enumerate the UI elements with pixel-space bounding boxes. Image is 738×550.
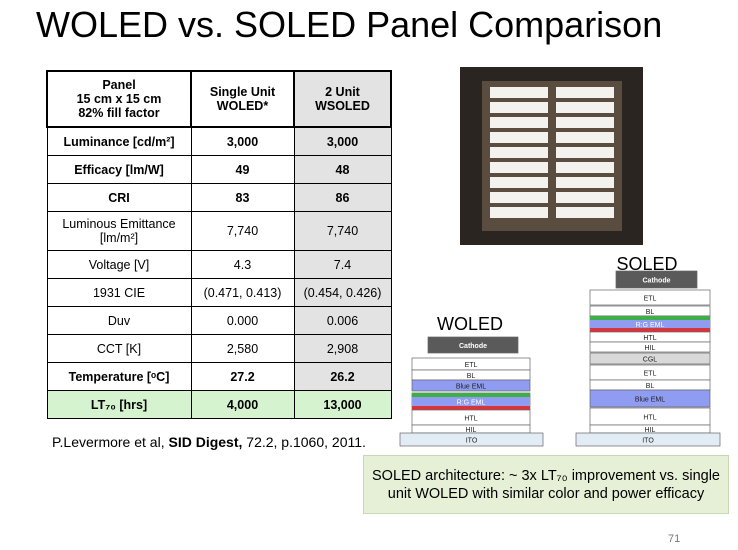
cell: 26.2 bbox=[293, 362, 392, 391]
cell: Luminance [cd/m²] bbox=[46, 126, 192, 156]
cell: 0.006 bbox=[293, 306, 392, 335]
header-cell: 2 Unit WSOLED bbox=[293, 70, 392, 128]
mid-band bbox=[412, 397, 530, 406]
layer-label: HTL bbox=[643, 335, 656, 342]
layer bbox=[427, 336, 519, 354]
layer bbox=[575, 432, 721, 447]
green-stripe bbox=[590, 316, 710, 320]
layer bbox=[615, 270, 698, 289]
layer-label: BL bbox=[467, 373, 476, 380]
layer-label: ITO bbox=[466, 438, 478, 445]
green-stripe bbox=[412, 393, 530, 397]
layer-label: HIL bbox=[466, 427, 477, 434]
layer-label: Cathode bbox=[643, 278, 671, 285]
layer-label: Cathode bbox=[459, 343, 487, 350]
header-cell: Panel 15 cm x 15 cm 82% fill factor bbox=[46, 70, 192, 128]
layer-label: ITO bbox=[642, 438, 654, 445]
woled-label: WOLED bbox=[437, 314, 503, 334]
cell: 1931 CIE bbox=[46, 278, 192, 307]
layer-label: ETL bbox=[644, 371, 657, 378]
callout-text: SOLED architecture: ~ 3x LT₇₀ improvemen… bbox=[372, 467, 720, 502]
cell: 4,000 bbox=[190, 390, 295, 419]
cell: 7.4 bbox=[293, 250, 392, 279]
cell: 3,000 bbox=[190, 126, 295, 156]
citation-authors: P.Levermore et al, bbox=[52, 434, 165, 450]
layer bbox=[589, 341, 711, 353]
callout: SOLED architecture: ~ 3x LT₇₀ improvemen… bbox=[363, 455, 729, 514]
citation: P.Levermore et al, SID Digest, 72.2, p.1… bbox=[52, 434, 366, 450]
page-number: 71 bbox=[668, 533, 681, 545]
layer-label: R:G EML bbox=[457, 400, 486, 407]
slide-title: WOLED vs. SOLED Panel Comparison bbox=[36, 4, 663, 45]
layer-label: BL bbox=[646, 309, 655, 316]
layer-label: R:G EML bbox=[636, 322, 665, 329]
layer bbox=[589, 352, 711, 365]
cell: 2,908 bbox=[293, 334, 392, 363]
layer bbox=[399, 432, 544, 447]
cell: 86 bbox=[293, 183, 392, 212]
cell: 3,000 bbox=[293, 126, 392, 156]
mid-band bbox=[590, 320, 710, 328]
comparison-table: Panel 15 cm x 15 cm 82% fill factor Singl… bbox=[46, 70, 392, 419]
cell: 48 bbox=[293, 155, 392, 184]
layer-label: HTL bbox=[464, 416, 477, 423]
red-stripe bbox=[590, 328, 710, 332]
layer-label: Blue EML bbox=[456, 384, 486, 391]
layer-label: ETL bbox=[465, 362, 478, 369]
cell: 13,000 bbox=[293, 390, 392, 419]
layer-label: HTL bbox=[643, 415, 656, 422]
header-cell: Single Unit WOLED* bbox=[190, 70, 295, 128]
layer-label: CGL bbox=[643, 357, 658, 364]
cell: 7,740 bbox=[190, 211, 295, 251]
panel-photo bbox=[460, 67, 643, 245]
layer-label: ETL bbox=[644, 296, 657, 303]
cell: Duv bbox=[46, 306, 192, 335]
cell: (0.454, 0.426) bbox=[293, 278, 392, 307]
cell: 7,740 bbox=[293, 211, 392, 251]
cell: LT₇₀ [hrs] bbox=[46, 390, 192, 419]
soled-label: SOLED bbox=[616, 254, 677, 274]
citation-details: 72.2, p.1060, 2011. bbox=[246, 434, 366, 450]
layer-label: HIL bbox=[645, 427, 656, 434]
cell: Temperature [ᵒC] bbox=[46, 362, 192, 391]
layer bbox=[589, 289, 711, 306]
citation-journal: SID Digest, bbox=[168, 434, 243, 450]
layer bbox=[589, 389, 711, 408]
layer-label: Blue EML bbox=[635, 397, 665, 404]
layer-label: HIL bbox=[645, 345, 656, 352]
layer-label: BL bbox=[646, 383, 655, 390]
cell: 2,580 bbox=[190, 334, 295, 363]
layer bbox=[411, 379, 531, 392]
red-stripe bbox=[412, 406, 530, 410]
